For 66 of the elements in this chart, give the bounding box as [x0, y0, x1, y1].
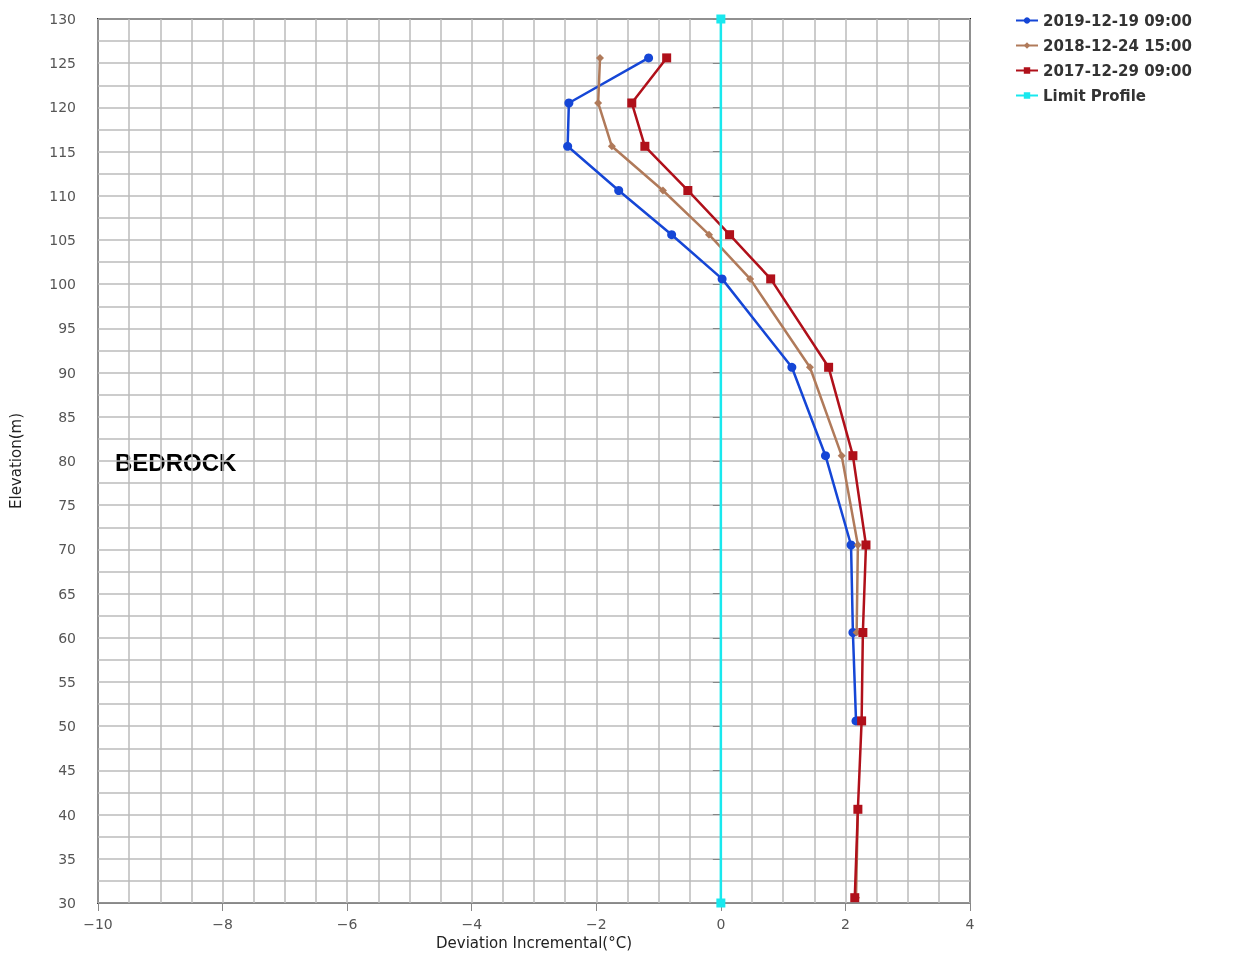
y-tick-label: 60 [58, 629, 76, 646]
x-tick-label: −2 [585, 916, 607, 932]
point [662, 53, 672, 63]
legend-label: Limit Profile [1043, 86, 1146, 105]
point [564, 98, 574, 108]
x-tick-label: −10 [83, 916, 113, 932]
point [766, 274, 776, 284]
legend-label: 2018-12-24 15:00 [1043, 36, 1192, 55]
point [596, 53, 605, 62]
point [848, 451, 858, 461]
legend-label: 2019-12-19 09:00 [1043, 11, 1192, 30]
y-tick-label: 95 [58, 320, 76, 337]
x-tick-label: 4 [965, 916, 975, 932]
y-tick-label: 40 [58, 806, 76, 823]
x-axis-title: Deviation Incremental(°C) [435, 934, 633, 953]
y-tick-label: 70 [58, 541, 76, 558]
annotation: BEDROCK [115, 448, 237, 476]
y-tick-label: 125 [49, 55, 76, 72]
y-tick-label: 90 [58, 364, 76, 381]
x-tick-label: −4 [461, 916, 483, 932]
y-tick-label: 130 [49, 11, 76, 27]
point [853, 540, 862, 549]
point [846, 540, 856, 550]
y-tick-label: 105 [49, 232, 76, 248]
point [667, 230, 677, 240]
y-tick-label: 115 [49, 143, 76, 160]
y-tick-label: 120 [49, 99, 76, 116]
y-tick-label: 50 [58, 718, 76, 735]
y-axis-title: Elevation(m) [6, 413, 25, 509]
point [716, 14, 726, 24]
point [837, 451, 846, 460]
point [705, 230, 714, 239]
x-tick-label: 0 [716, 916, 726, 932]
point [805, 363, 814, 372]
point [614, 186, 624, 195]
point [824, 362, 834, 372]
y-tick-label: 110 [49, 187, 76, 204]
point [658, 186, 667, 195]
y-tick-label: 80 [58, 453, 76, 469]
y-tick-label: 100 [49, 276, 76, 293]
point [607, 142, 616, 151]
y-tick-label: 35 [58, 850, 76, 867]
point [821, 451, 830, 461]
point [563, 141, 573, 151]
point [683, 186, 693, 195]
point [717, 274, 727, 284]
y-tick-label: 30 [58, 895, 76, 911]
point [716, 898, 726, 908]
y-tick-label: 55 [58, 674, 76, 690]
y-tick-label: 65 [58, 585, 76, 602]
y-tick-label: 85 [58, 408, 76, 425]
legend-label: 2017-12-29 09:00 [1043, 61, 1192, 80]
point [861, 540, 871, 550]
point [787, 362, 797, 372]
point [644, 53, 654, 63]
point [725, 230, 735, 240]
x-tick-label: −6 [336, 916, 358, 932]
point [627, 98, 637, 108]
point [857, 716, 867, 726]
x-tick-label: −8 [212, 916, 233, 932]
y-tick-label: 45 [58, 762, 76, 779]
x-tick-label: 2 [840, 916, 850, 932]
point [746, 274, 755, 283]
point [640, 141, 650, 151]
point [858, 628, 868, 637]
y-tick-label: 75 [58, 497, 76, 514]
